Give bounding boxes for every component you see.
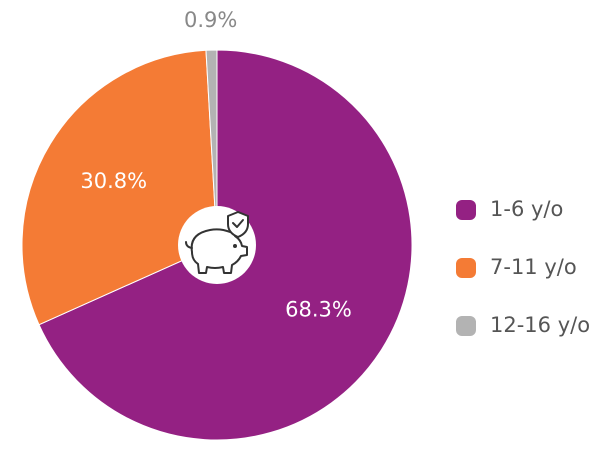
legend: 1-6 y/o 7-11 y/o 12-16 y/o — [456, 197, 590, 337]
slice-label: 0.9% — [184, 8, 237, 32]
legend-label: 7-11 y/o — [490, 255, 577, 279]
slice-label: 68.3% — [285, 298, 352, 322]
legend-label: 12-16 y/o — [490, 313, 590, 337]
legend-swatch — [456, 200, 476, 220]
pie-slice — [205, 49, 218, 246]
slice-label: 30.8% — [80, 169, 147, 193]
legend-swatch — [456, 258, 476, 278]
legend-swatch — [456, 316, 476, 336]
legend-label: 1-6 y/o — [490, 197, 563, 221]
pie-slice — [21, 49, 218, 326]
center-badge — [178, 206, 256, 284]
piggy-bank-icon — [185, 211, 249, 274]
